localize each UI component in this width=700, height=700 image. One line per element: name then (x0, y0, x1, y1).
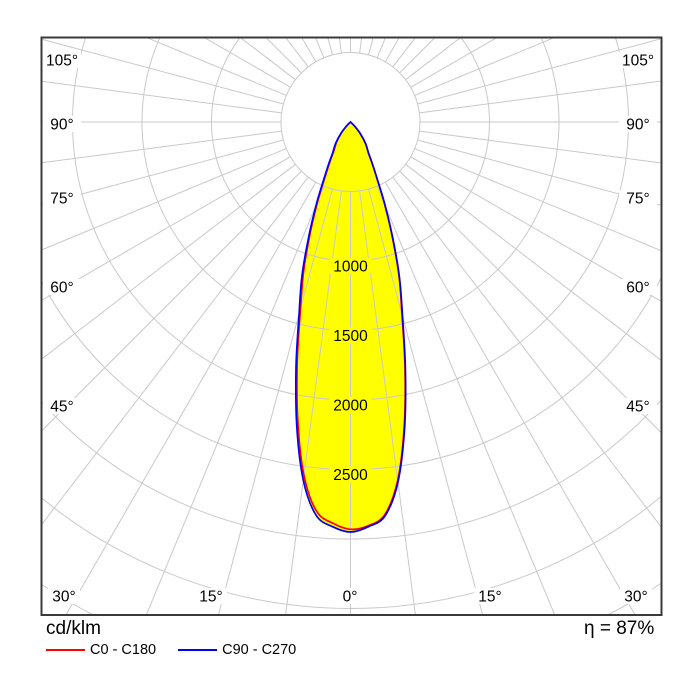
legend: cd/klm C0 - C180 C90 - C270 (46, 619, 318, 657)
radial-tick-label-bg (329, 466, 372, 483)
grid-radial (414, 38, 554, 96)
grid-radial (42, 80, 282, 114)
angle-label-bottom: 15° (478, 589, 501, 606)
legend-swatch-c0-c180 (46, 649, 85, 651)
grid-radial (65, 181, 317, 614)
angle-label-bottom-bg (195, 588, 227, 604)
radial-tick-label: 2500 (333, 467, 368, 484)
radial-tick-label: 1000 (333, 259, 368, 276)
angle-label-bottom-bg (620, 588, 652, 604)
legend-label-c90-c270: C90 - C270 (222, 642, 297, 658)
grid-radial (376, 186, 555, 614)
grid-radial (417, 139, 661, 206)
grid-radial (417, 38, 661, 105)
grid-radial (42, 38, 284, 105)
angle-label-bottom-bg (334, 588, 366, 604)
angle-label-bottom: 30° (624, 589, 647, 606)
grid-radial (42, 156, 291, 301)
angle-label-right-bg (619, 116, 657, 132)
grid-radial (419, 80, 661, 114)
angle-label-left: 105° (46, 53, 78, 70)
grid-radial (359, 190, 416, 614)
angle-label-bottom: 15° (199, 589, 222, 606)
angle-label-right-bg (619, 52, 657, 68)
grid-radial (42, 176, 309, 525)
grid-radial (147, 38, 287, 96)
curve-c90-c270 (294, 120, 407, 533)
grid-radial (42, 163, 296, 359)
efficiency-label: η = 87% (584, 618, 655, 639)
legend-swatch-c90-c270 (178, 649, 218, 651)
legend-label-c0-c180: C0 - C180 (90, 642, 157, 658)
angle-label-left: 45° (50, 399, 73, 416)
angle-label-bottom: 0° (343, 589, 358, 606)
angle-label-bottom-bg (474, 588, 506, 604)
angle-label-left-bg (43, 116, 81, 132)
angle-label-left-bg (43, 279, 81, 295)
unit-label: cd/klm (46, 618, 101, 639)
angle-label-right: 60° (626, 280, 649, 297)
angle-label-right-bg (619, 190, 657, 206)
angle-label-right: 90° (626, 117, 649, 134)
grid-radial (410, 156, 661, 302)
angle-label-left-bg (43, 190, 81, 206)
angle-label-right: 45° (626, 399, 649, 416)
grid-radial (42, 170, 302, 431)
grid-radial (414, 148, 661, 251)
grid-radial (419, 130, 661, 164)
radial-tick-label: 1500 (333, 328, 368, 345)
angle-label-right-bg (619, 279, 657, 295)
angle-label-right-bg (619, 398, 657, 414)
angle-label-right: 75° (626, 191, 649, 208)
angle-label-right: 105° (622, 53, 654, 70)
legend-row: C0 - C180 C90 - C270 (46, 643, 318, 657)
radial-tick-label-bg (329, 258, 372, 274)
radial-tick-label: 2000 (333, 398, 368, 415)
angle-label-left: 60° (50, 280, 73, 297)
plot-border (40, 36, 663, 616)
grid-radial (384, 181, 636, 614)
angle-label-left: 75° (50, 191, 73, 208)
grid-radial (285, 190, 342, 614)
angle-label-bottom-bg (48, 588, 80, 604)
grid-radial (42, 130, 282, 164)
radial-tick-label-bg (329, 397, 372, 413)
grid-radial (42, 148, 287, 251)
angle-label-bottom: 30° (52, 589, 75, 606)
radial-tick-label-bg (329, 327, 372, 344)
angle-label-left-bg (43, 52, 81, 68)
angle-label-left: 90° (50, 117, 73, 134)
grid-radial (392, 176, 661, 527)
grid-radial (146, 186, 325, 614)
grid-radial (399, 170, 661, 433)
grid-radial (405, 163, 661, 361)
grid-radial (42, 139, 284, 206)
angle-label-left-bg (43, 398, 81, 414)
